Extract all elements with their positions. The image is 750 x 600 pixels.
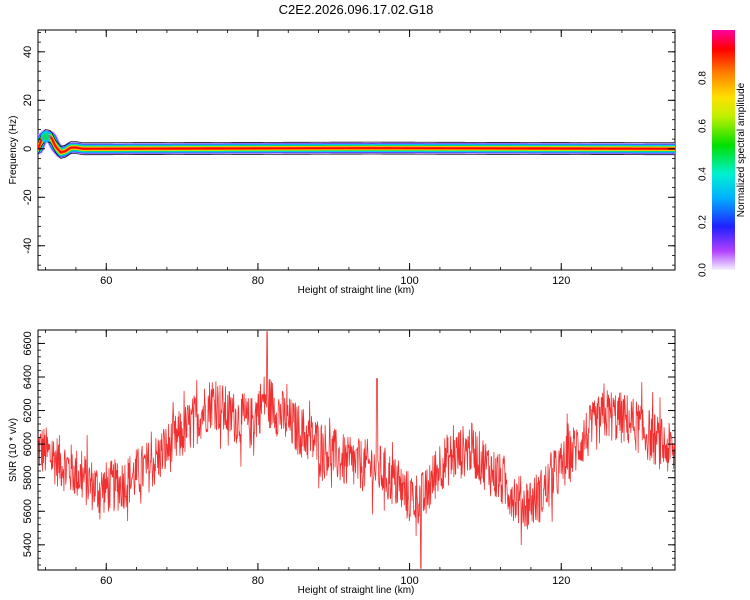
spectrogram-x-tick-label: 100 (400, 275, 418, 287)
snr-y-tick-label: 6400 (22, 365, 34, 389)
spectrogram-x-tick-label: 60 (100, 275, 112, 287)
snr-y-tick-label: 6200 (22, 398, 34, 422)
spectrogram-ridge (38, 129, 675, 159)
ridge-upper-edge (38, 129, 675, 147)
colorbar-tick-label: 0.8 (698, 71, 709, 85)
snr-y-tick-label: 5400 (22, 533, 34, 557)
snr-y-tick-label: 5800 (22, 465, 34, 489)
colorbar-ticks: 0.0 0.2 0.4 0.6 0.8 (698, 71, 709, 277)
colorbar-tick-label: 0.4 (698, 167, 709, 181)
spectrogram-x-tick-label: 80 (252, 275, 264, 287)
figure-title: C2E2.2026.096.17.02.G18 (279, 2, 434, 17)
colorbar-gradient (712, 30, 735, 270)
snr-x-tick-label: 120 (552, 575, 570, 587)
colorbar-tick-label: 0.6 (698, 119, 709, 133)
snr-y-tick-label: 5600 (22, 499, 34, 523)
snr-panel: 60 80 100 120 5400 5600 5800 6000 6200 6400 6600 H… (8, 329, 676, 596)
snr-series-line (38, 331, 675, 569)
spectrogram-x-tick-label: 120 (552, 275, 570, 287)
spectrogram-y-tick-label: -20 (22, 189, 34, 205)
colorbar: 0.0 0.2 0.4 0.6 0.8 Normalized spectral ampl… (698, 30, 747, 277)
snr-ticks: 60 80 100 120 5400 5600 5800 6000 6200 6400 6600 (22, 329, 675, 587)
colorbar-label: Normalized spectral amplitude (736, 82, 747, 217)
ridge-lower-edge (38, 141, 675, 159)
colorbar-tick-label: 0.0 (698, 263, 709, 277)
ridge-early-blob-core (42, 133, 49, 141)
spectrogram-y-tick-label: -40 (22, 238, 34, 254)
spectrogram-ticks: 60 80 100 120 -40 -20 0 20 40 (22, 30, 675, 287)
spectrogram-ylabel: Frequency (Hz) (8, 116, 19, 185)
snr-y-tick-label: 6000 (22, 432, 34, 456)
spectrogram-xlabel: Height of straight line (km) (298, 285, 415, 296)
snr-xlabel: Height of straight line (km) (298, 585, 415, 596)
ridge-band-red (38, 134, 675, 154)
snr-x-tick-label: 60 (100, 575, 112, 587)
snr-x-tick-label: 80 (252, 575, 264, 587)
spectrogram-y-tick-label: 0 (22, 146, 34, 152)
spectrogram-y-tick-label: 20 (22, 94, 34, 106)
snr-y-tick-label: 6600 (22, 331, 34, 355)
spectrogram-panel: 60 80 100 120 -40 -20 0 20 40 Height of straight… (8, 29, 676, 296)
snr-ylabel: SNR (10 * v/v) (8, 418, 19, 482)
snr-x-tick-label: 100 (400, 575, 418, 587)
spectrogram-y-tick-label: 40 (22, 46, 34, 58)
colorbar-tick-label: 0.2 (698, 215, 709, 229)
